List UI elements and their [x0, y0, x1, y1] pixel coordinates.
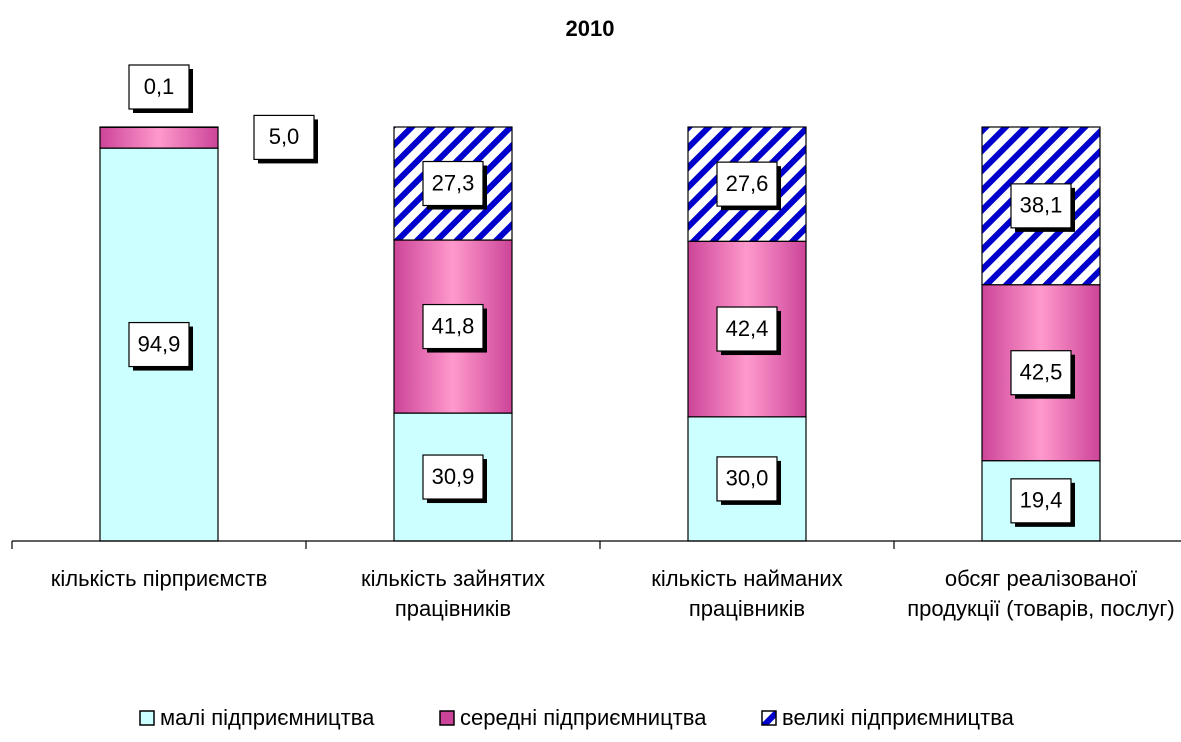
data-label: 27,3: [432, 170, 475, 195]
data-label: 0,1: [144, 74, 175, 99]
x-tick-label: обсяг реалізованої продукції (товарів, п…: [907, 566, 1175, 621]
data-label: 42,4: [726, 316, 769, 341]
label-box: [1010, 350, 1072, 396]
legend-label: малі підприємництва: [160, 705, 375, 730]
data-label: 27,6: [726, 171, 769, 196]
legend-label: великі підприємництва: [782, 705, 1015, 730]
legend-swatch: [439, 710, 455, 726]
legend-swatch: [761, 710, 777, 726]
data-label: 30,0: [726, 466, 769, 491]
label-box: [422, 160, 484, 207]
data-label: 42,5: [1020, 360, 1063, 385]
label-box: [716, 456, 778, 502]
data-label: 38,1: [1020, 193, 1063, 218]
x-tick-label: кількість пірприємств: [50, 566, 268, 591]
x-tick-label: кількість найманих працівників: [651, 566, 843, 621]
data-label: 5,0: [269, 124, 300, 149]
label-box: [128, 321, 190, 368]
bar-segment: [981, 460, 1101, 542]
x-tick-label: кількість зайнятих працівників: [360, 566, 545, 621]
legend-label: середні підприємництва: [460, 705, 707, 730]
label-box: [128, 64, 190, 110]
data-label: 41,8: [432, 313, 475, 338]
label-box: [422, 303, 484, 350]
label-box: [422, 454, 484, 500]
data-label: 30,9: [432, 464, 475, 489]
chart-title: 2010: [566, 16, 615, 41]
label-box: [1010, 478, 1072, 524]
bar-segment: [99, 126, 219, 149]
label-box: [716, 306, 778, 352]
data-label: 94,9: [138, 331, 181, 356]
legend-swatch: [139, 710, 155, 726]
label-box: [716, 161, 778, 207]
label-box: [253, 114, 315, 161]
label-box: [1010, 183, 1072, 229]
data-label: 19,4: [1020, 488, 1063, 513]
